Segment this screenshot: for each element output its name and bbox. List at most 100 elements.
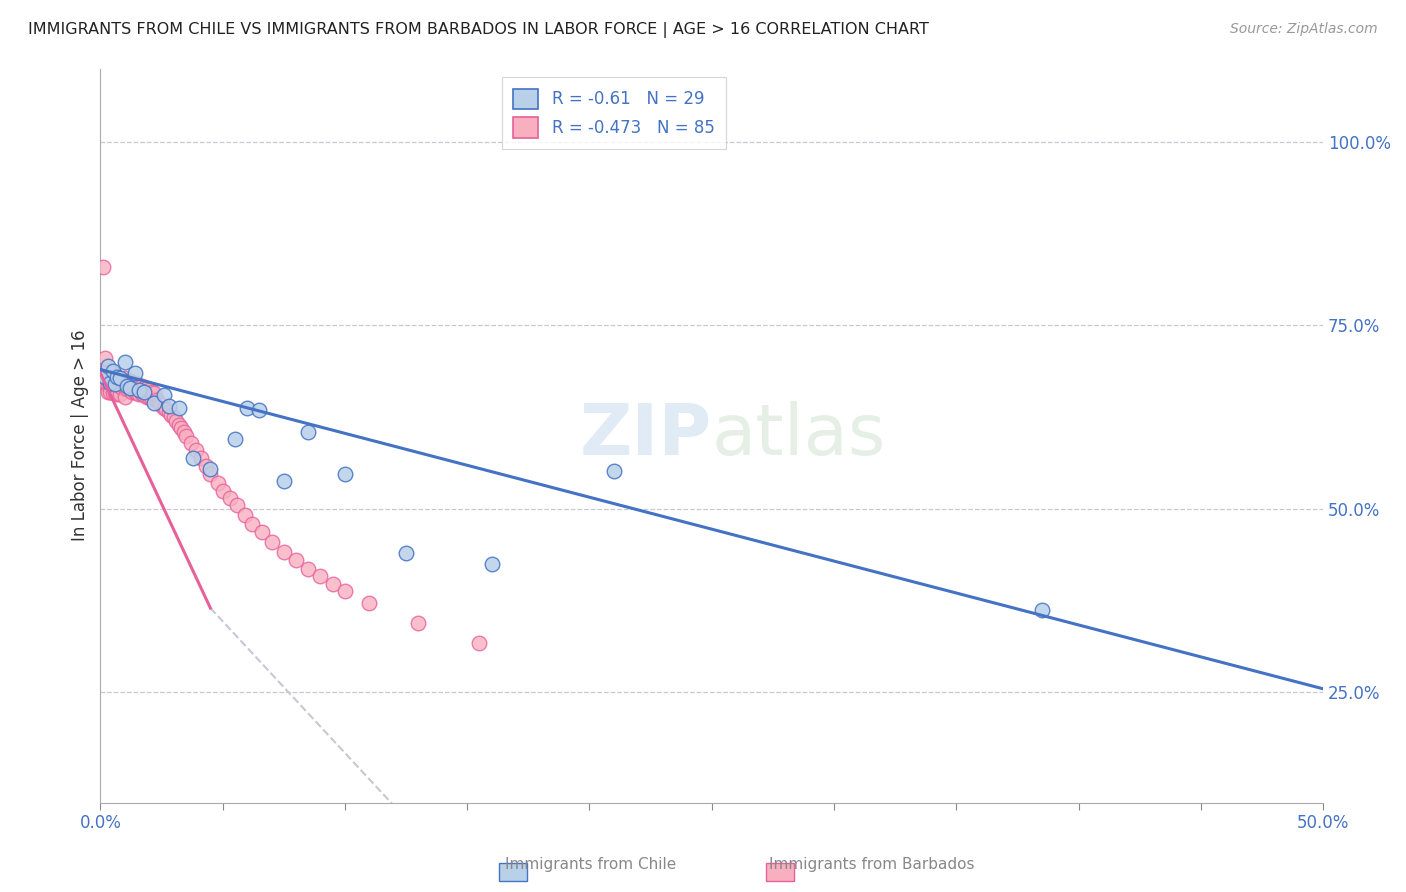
Legend: R = -0.61   N = 29, R = -0.473   N = 85: R = -0.61 N = 29, R = -0.473 N = 85 [502, 77, 725, 149]
Point [211, 483, 233, 498]
Text: atlas: atlas [711, 401, 886, 470]
Text: Immigrants from Barbados: Immigrants from Barbados [769, 857, 974, 872]
Point [134, 388, 156, 402]
Point [97, 359, 120, 373]
Point [124, 384, 146, 399]
Point [180, 436, 202, 450]
Point [118, 381, 141, 395]
Point [155, 402, 177, 417]
Point [114, 371, 136, 385]
Point [108, 387, 131, 401]
Point [97, 369, 120, 384]
Point [125, 377, 148, 392]
Point [309, 569, 332, 583]
Point [98, 369, 121, 384]
Point [224, 432, 246, 446]
Point [121, 384, 143, 399]
Point [98, 378, 121, 392]
Point [165, 414, 187, 428]
Point [184, 443, 207, 458]
Point [97, 378, 120, 392]
Point [94, 376, 117, 390]
Point [124, 376, 146, 390]
Point [297, 425, 319, 439]
Point [163, 410, 186, 425]
Point [111, 374, 134, 388]
Point [107, 378, 129, 392]
Point [226, 498, 249, 512]
Point [98, 384, 121, 399]
Point [219, 491, 242, 505]
Point [107, 369, 129, 384]
Point [160, 408, 183, 422]
Point [143, 386, 166, 401]
Point [167, 401, 190, 415]
Point [194, 459, 217, 474]
Point [141, 392, 163, 406]
Point [333, 584, 356, 599]
Point [114, 381, 136, 395]
Point [104, 369, 127, 384]
Point [114, 355, 136, 369]
Point [101, 376, 124, 390]
Point [111, 381, 134, 395]
Point [406, 615, 429, 630]
Point [135, 381, 157, 395]
Point [207, 476, 229, 491]
Point [273, 544, 295, 558]
Point [94, 369, 117, 384]
Text: IMMIGRANTS FROM CHILE VS IMMIGRANTS FROM BARBADOS IN LABOR FORCE | AGE > 16 CORR: IMMIGRANTS FROM CHILE VS IMMIGRANTS FROM… [28, 22, 929, 38]
Point [173, 425, 195, 439]
Point [143, 395, 166, 409]
Point [107, 369, 129, 384]
Point [98, 376, 121, 390]
Point [157, 405, 180, 419]
Point [94, 351, 117, 366]
Point [236, 401, 259, 415]
Point [131, 378, 153, 392]
Point [145, 393, 167, 408]
Point [174, 428, 197, 442]
Point [114, 390, 136, 404]
Point [157, 399, 180, 413]
Point [108, 371, 131, 385]
Point [104, 386, 127, 401]
Point [150, 398, 173, 412]
Point [603, 464, 626, 478]
Point [117, 378, 139, 392]
Point [190, 450, 212, 465]
Point [104, 378, 127, 392]
Point [153, 388, 176, 402]
Point [101, 366, 124, 380]
Point [117, 382, 139, 396]
Point [101, 386, 124, 401]
Point [134, 381, 156, 395]
Point [118, 374, 141, 388]
Point [359, 596, 381, 610]
Point [481, 557, 503, 571]
Point [141, 384, 163, 399]
Point [148, 395, 170, 409]
Point [107, 387, 129, 401]
Point [200, 467, 222, 481]
Point [233, 508, 256, 522]
Point [117, 374, 139, 388]
Point [128, 383, 150, 397]
Point [128, 387, 150, 401]
Point [1031, 603, 1053, 617]
Point [297, 562, 319, 576]
Point [121, 376, 143, 390]
Point [97, 384, 120, 399]
Point [104, 377, 127, 392]
Point [108, 378, 131, 392]
Point [247, 402, 270, 417]
Point [333, 467, 356, 481]
Text: ZIP: ZIP [579, 401, 711, 470]
Text: Source: ZipAtlas.com: Source: ZipAtlas.com [1230, 22, 1378, 37]
Text: Immigrants from Chile: Immigrants from Chile [505, 857, 676, 872]
Point [200, 461, 222, 475]
Point [125, 386, 148, 401]
Point [134, 384, 156, 399]
Point [101, 364, 124, 378]
Point [250, 525, 273, 540]
